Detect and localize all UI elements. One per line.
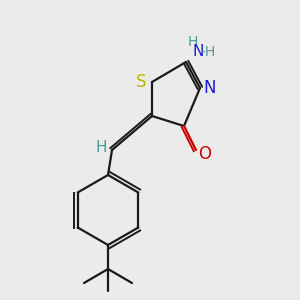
Text: N: N	[192, 44, 204, 59]
Text: N: N	[204, 79, 216, 97]
Text: -H: -H	[200, 45, 216, 59]
Text: H: H	[95, 140, 107, 155]
Text: O: O	[199, 145, 212, 163]
Text: S: S	[136, 73, 146, 91]
Text: H: H	[188, 35, 198, 49]
